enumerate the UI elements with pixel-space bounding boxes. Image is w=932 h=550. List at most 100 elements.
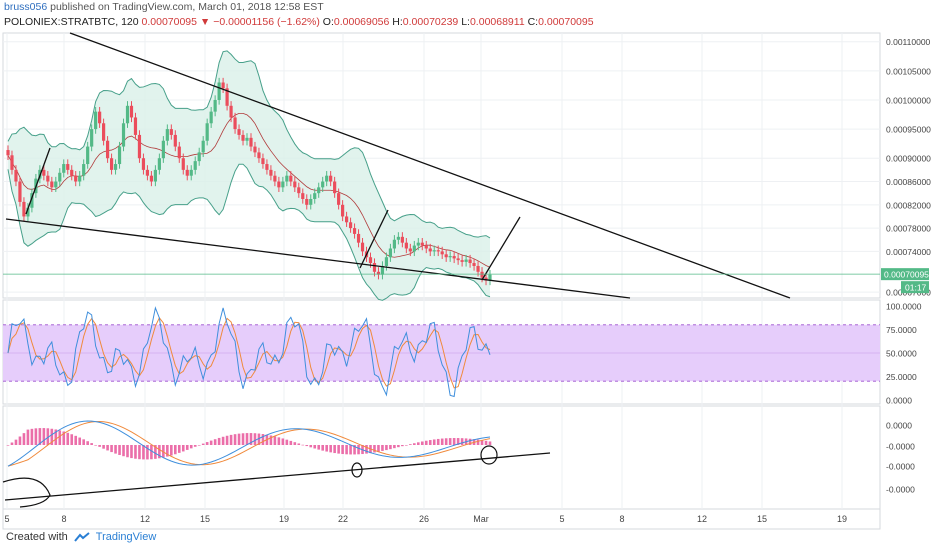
- candle-body: [213, 99, 217, 112]
- time-tick-label: 15: [200, 514, 210, 524]
- macd-histogram-bar: [297, 443, 301, 445]
- candle-body: [185, 169, 189, 176]
- candle-body: [265, 164, 269, 170]
- band-fill: [8, 50, 490, 301]
- stoch-rsi-panel: [3, 306, 880, 398]
- macd-histogram-bar: [416, 442, 420, 445]
- macd-histogram-bar: [50, 428, 54, 445]
- macd-histogram-bar: [6, 445, 10, 446]
- candle-body: [14, 169, 18, 182]
- macd-histogram-bar: [177, 445, 181, 453]
- symbol-label: POLONIEX:STRATBTC, 120: [4, 16, 139, 28]
- candle-body: [145, 169, 150, 176]
- macd-histogram-bar: [22, 433, 26, 445]
- publish-info: bruss056 published on TradingView.com, M…: [4, 0, 324, 14]
- time-tick-label: Mar: [473, 514, 489, 524]
- macd-histogram-bar: [46, 428, 50, 445]
- candle-body: [193, 161, 197, 170]
- price-tick-label: 0.00074000: [886, 247, 931, 257]
- last-value: 0.00070095: [141, 16, 197, 28]
- price-tick-label: 0.00095000: [886, 125, 931, 135]
- candlesticks: [6, 77, 492, 286]
- macd-histogram-bar: [365, 445, 368, 454]
- candle-body: [333, 181, 337, 194]
- trend-line: [359, 209, 389, 269]
- candle-body: [348, 222, 353, 229]
- candle-body: [313, 193, 317, 199]
- candle-body: [237, 129, 241, 135]
- author-name[interactable]: bruss056: [4, 1, 48, 13]
- time-tick-label: 8: [61, 514, 66, 524]
- rsi-tick-label: 100.0000: [886, 302, 922, 312]
- candle-body: [205, 123, 209, 141]
- macd-histogram-bar: [241, 433, 245, 445]
- macd-histogram-bar: [142, 445, 145, 460]
- candle-body: [416, 242, 420, 246]
- macd-histogram-bar: [110, 445, 113, 453]
- tradingview-logo-icon: [73, 532, 90, 542]
- rsi-tick-label: 25.0000: [886, 372, 917, 382]
- candle-body: [464, 259, 468, 262]
- candle-body: [153, 169, 157, 182]
- macd-histogram-bar: [189, 445, 193, 449]
- macd-histogram-bar: [66, 432, 70, 445]
- macd-histogram-bar: [456, 438, 460, 445]
- macd-histogram-bar: [74, 435, 78, 445]
- macd-histogram-bar: [277, 437, 281, 445]
- macd-histogram-bar: [193, 445, 197, 447]
- candle-body: [245, 137, 249, 141]
- high-value: 0.00070239: [402, 16, 459, 28]
- open-label: O:: [322, 16, 334, 28]
- macd-histogram-bar: [138, 445, 141, 460]
- macd-histogram-bar: [78, 437, 82, 445]
- macd-histogram-bar: [185, 445, 189, 450]
- candle-body: [217, 82, 221, 100]
- candle-body: [400, 236, 404, 243]
- candle-body: [452, 256, 456, 259]
- macd-histogram-bar: [353, 445, 356, 455]
- macd-histogram-bar: [201, 443, 205, 445]
- macd-histogram-bar: [170, 445, 173, 456]
- close-label: C:: [527, 16, 539, 28]
- candle-body: [360, 242, 365, 252]
- candle-body: [269, 169, 273, 176]
- macd-histogram-bar: [325, 445, 328, 452]
- macd-histogram-bar: [94, 444, 97, 446]
- rsi-tick-label: 0.0000: [886, 396, 912, 406]
- candle-body: [404, 242, 408, 249]
- macd-histogram-bar: [249, 433, 253, 445]
- candle-body: [380, 265, 385, 275]
- macd-histogram-bar: [86, 441, 89, 445]
- macd-tick-label: -0.0000: [886, 442, 915, 452]
- macd-panel: [2, 420, 498, 508]
- candle-body: [78, 175, 82, 182]
- candle-body: [317, 187, 321, 194]
- macd-histogram-bar: [329, 445, 332, 453]
- change-value: ▼ −0.00001156 (−1.62%): [199, 16, 320, 28]
- macd-histogram-bar: [237, 433, 241, 445]
- candle-body: [281, 181, 285, 188]
- candle-body: [352, 228, 357, 234]
- macd-histogram-bar: [114, 445, 117, 454]
- candle-body: [189, 169, 193, 176]
- macd-tick-label: -0.0000: [886, 462, 915, 472]
- macd-histogram-bar: [158, 445, 161, 459]
- macd-histogram-bar: [174, 445, 177, 455]
- macd-histogram-bar: [10, 442, 14, 445]
- candle-body: [149, 175, 154, 182]
- candle-body: [117, 146, 122, 165]
- macd-histogram-bar: [448, 438, 452, 445]
- time-tick-label: 12: [697, 514, 707, 524]
- candle-body: [472, 263, 476, 266]
- high-label: H:: [392, 16, 403, 28]
- created-with-text: Created with: [6, 531, 68, 543]
- candle-body: [102, 123, 106, 141]
- candle-body: [221, 82, 225, 89]
- macd-histogram-bar: [30, 428, 34, 445]
- time-axis-border: [2, 508, 881, 530]
- candle-body: [129, 105, 134, 118]
- candle-body: [233, 117, 237, 130]
- tradingview-brand[interactable]: TradingView: [95, 531, 157, 543]
- macd-histogram-bar: [233, 434, 237, 445]
